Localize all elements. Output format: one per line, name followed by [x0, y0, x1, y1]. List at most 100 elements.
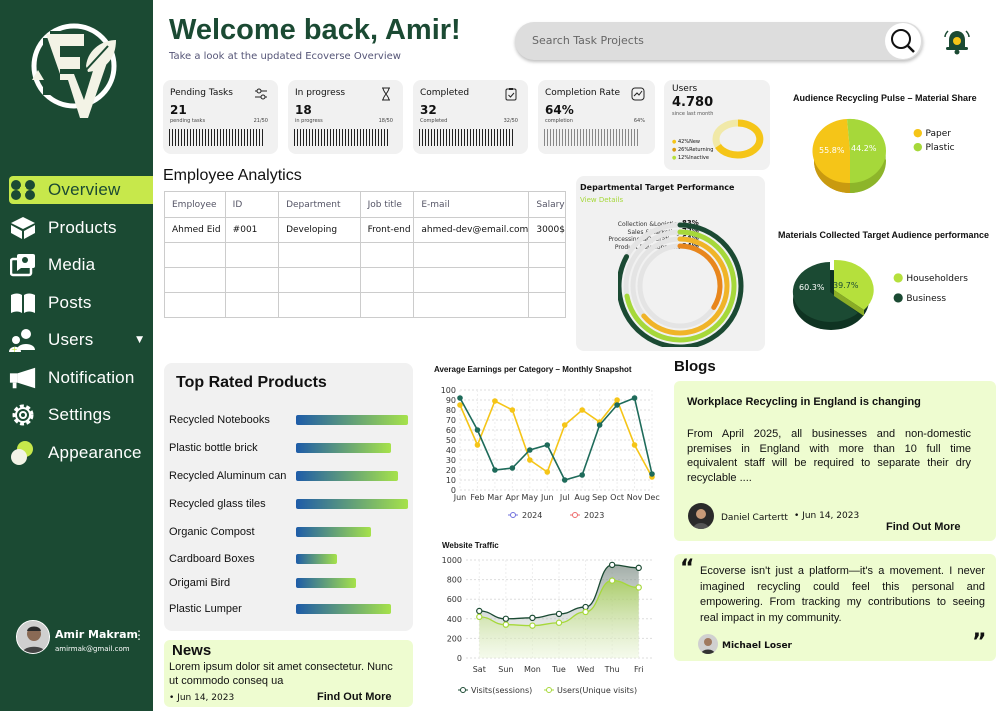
x-tick-label: Wed [577, 665, 594, 674]
data-point [596, 422, 603, 428]
data-point [561, 477, 568, 483]
bell-icon[interactable] [943, 27, 971, 55]
sidebar-item-settings[interactable]: Settings [9, 401, 153, 429]
data-point [492, 398, 498, 404]
sidebar-item-media[interactable]: Media [9, 251, 153, 279]
data-point [476, 607, 483, 615]
y-tick-label: 0 [457, 654, 462, 663]
sidebar-item-label: Media [48, 255, 96, 274]
column-header[interactable]: ID [224, 191, 280, 218]
more-icon[interactable]: ⋮ [133, 628, 145, 642]
column-header[interactable]: Employee [164, 191, 226, 218]
traffic-area-chart: 0 200 400 600 800 1000 Sat Sun Mon Tue Wed Thu Fri Vi… [442, 556, 652, 695]
pie2-slice-householders [792, 262, 858, 322]
dept-view-details-link[interactable]: View Details [580, 196, 624, 204]
sidebar-item-products[interactable]: Products [9, 214, 153, 242]
series-line [459, 396, 653, 481]
news-find-out-more-link[interactable]: Find Out More [317, 691, 392, 703]
stat-bar [544, 129, 640, 146]
news-card[interactable]: News Lorem ipsum dolor sit amet consecte… [164, 640, 413, 707]
table-cell: Developing [278, 217, 361, 243]
x-tick-label: Sun [498, 665, 513, 674]
column-header[interactable]: E-mail [413, 191, 530, 218]
column-header[interactable]: Job title [359, 191, 415, 218]
y-tick-label: 80 [446, 406, 456, 415]
avatar[interactable] [16, 620, 50, 654]
search-icon [891, 29, 915, 53]
product-rating-bar [296, 471, 398, 481]
stat-card-pending[interactable]: Pending Tasks 21 pending tasks 21/50 [163, 80, 278, 154]
data-point [649, 471, 655, 477]
y-tick-label: 600 [447, 595, 462, 604]
y-tick-label: 0 [451, 486, 456, 495]
user-name: Amir Makram [55, 628, 138, 641]
y-tick-label: 70 [446, 416, 456, 425]
column-header[interactable]: Salary [528, 191, 566, 218]
chevron-down-icon[interactable]: ▼ [136, 335, 143, 345]
y-tick-label: 400 [447, 615, 462, 624]
stat-card-completion-rate[interactable]: Completion Rate 64% completion 64% [538, 80, 655, 154]
sidebar-item-posts[interactable]: Posts [9, 289, 153, 317]
search-button[interactable] [885, 23, 921, 59]
blog-date: • Jun 14, 2023 [794, 511, 860, 521]
sidebar-item-notification[interactable]: Notification [9, 364, 153, 392]
stat-card-in-progress[interactable]: In progress 18 in progress 18/50 [288, 80, 403, 154]
data-point [579, 472, 585, 478]
pie2-label-business: 39.7% [833, 281, 859, 290]
product-name: Plastic Lumper [169, 603, 242, 615]
dept-panel: Departmental Target Performance View Det… [576, 176, 765, 351]
dept-ring-arc [624, 229, 737, 343]
users-card[interactable]: Users 4.780 since last month ● 42%New ● … [664, 80, 770, 170]
stat-ratio: 64% [633, 118, 645, 124]
product-name: Plastic bottle brick [169, 442, 258, 454]
pie2-slice-business [834, 259, 874, 310]
series-area [479, 580, 639, 658]
product-name: Recycled glass tiles [169, 498, 266, 510]
table-cell: #001 [224, 217, 280, 243]
news-title: News [172, 642, 212, 659]
data-point [492, 467, 498, 473]
megaphone-icon [9, 366, 37, 390]
stat-sub: in progress [295, 118, 323, 124]
data-point [457, 402, 463, 408]
sidebar-item-label: Settings [48, 405, 112, 424]
product-rating-bar [296, 499, 408, 509]
product-name: Cardboard Boxes [169, 553, 255, 565]
stat-value: 21 [170, 103, 187, 117]
legend-label: Users(Unique visits) [557, 686, 637, 695]
testimonial-text: Ecoverse isn't just a platform—it's a mo… [700, 565, 985, 624]
series-line [459, 398, 653, 478]
search-input[interactable]: Search Task Projects [515, 22, 923, 60]
stat-ratio: 18/50 [378, 118, 393, 124]
product-rating-bar [296, 415, 408, 425]
stat-title: Completed [420, 88, 470, 98]
chart-check-icon [631, 87, 645, 101]
page-title: Welcome back, Amir! [169, 14, 461, 46]
pie2-title: Materials Collected Target Audience perf… [778, 230, 990, 240]
sidebar-item-label: Products [48, 218, 117, 237]
dept-title: Departmental Target Performance [580, 183, 735, 192]
pie2-chart: 60.3% 39.7% [792, 259, 874, 330]
blog-find-out-more-link[interactable]: Find Out More [886, 521, 961, 533]
pie1-legend: ● Paper ● Plastic [913, 126, 955, 153]
product-rating-bar [296, 554, 338, 564]
sidebar-item-overview[interactable]: Overview [9, 176, 153, 204]
traffic-chart-title: Website Traffic [442, 541, 499, 550]
stat-card-completed[interactable]: Completed 32 Completed 32/50 [413, 80, 528, 154]
employee-table: Employee ID Department Job title E-mail … [164, 191, 566, 318]
data-point [502, 621, 510, 628]
top-products-title: Top Rated Products [176, 374, 327, 391]
x-tick-label: Sep [592, 493, 607, 502]
testimonial-author: Michael Loser [722, 641, 792, 651]
user-email: amirmak@gmail.com [55, 645, 130, 653]
stat-sub: pending tasks [170, 118, 206, 124]
stat-title: Pending Tasks [170, 88, 233, 98]
data-point [527, 447, 533, 453]
sidebar-item-users[interactable]: + Users ▼ [9, 326, 153, 354]
column-header[interactable]: Department [278, 191, 361, 218]
data-point [544, 469, 551, 475]
sidebar-item-appearance[interactable]: Appearance [9, 439, 153, 467]
table-row[interactable]: Ahmed Eid #001 Developing Front-end ahme… [164, 217, 566, 243]
blog-post-card[interactable]: Workplace Recycling in England is changi… [674, 381, 996, 541]
